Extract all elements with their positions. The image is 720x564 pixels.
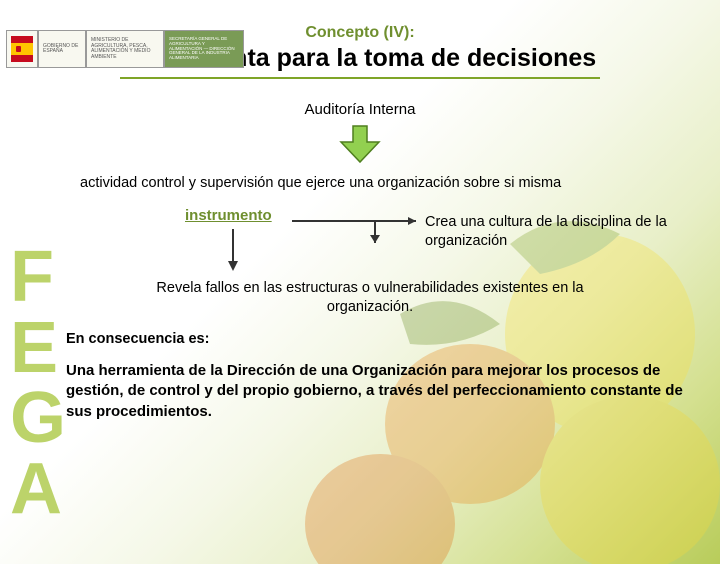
fega-letter: F	[10, 242, 66, 313]
header-logos: GOBIERNO DE ESPAÑA MINISTERIO DE AGRICUL…	[6, 30, 244, 68]
connector-right-icon	[290, 215, 420, 249]
arrow-down-icon	[339, 124, 381, 164]
ministry-logo-text: MINISTERIO DE AGRICULTURA, PESCA, ALIMEN…	[86, 30, 164, 68]
reveals-text: Revela fallos en las estructuras o vulne…	[120, 279, 620, 317]
culture-text: Crea una cultura de la disciplina de la …	[425, 213, 685, 251]
fega-watermark: F E G A	[10, 242, 66, 524]
fega-letter: A	[10, 454, 66, 525]
connector-down-icon	[225, 229, 241, 273]
activity-text: actividad control y supervisión que ejer…	[80, 174, 676, 194]
conclusion-text: Una herramienta de la Dirección de una O…	[66, 361, 686, 422]
consequence-label: En consecuencia es:	[66, 331, 720, 347]
fega-letter: G	[10, 383, 66, 454]
spain-flag-logo	[6, 30, 38, 68]
gobierno-logo-text: GOBIERNO DE ESPAÑA	[38, 30, 86, 68]
fega-letter: E	[10, 313, 66, 384]
instrument-label: instrumento	[185, 207, 272, 224]
audit-heading: Auditoría Interna	[0, 101, 720, 118]
dept-logo-text: SECRETARÍA GENERAL DE AGRICULTURA Y ALIM…	[164, 30, 244, 68]
